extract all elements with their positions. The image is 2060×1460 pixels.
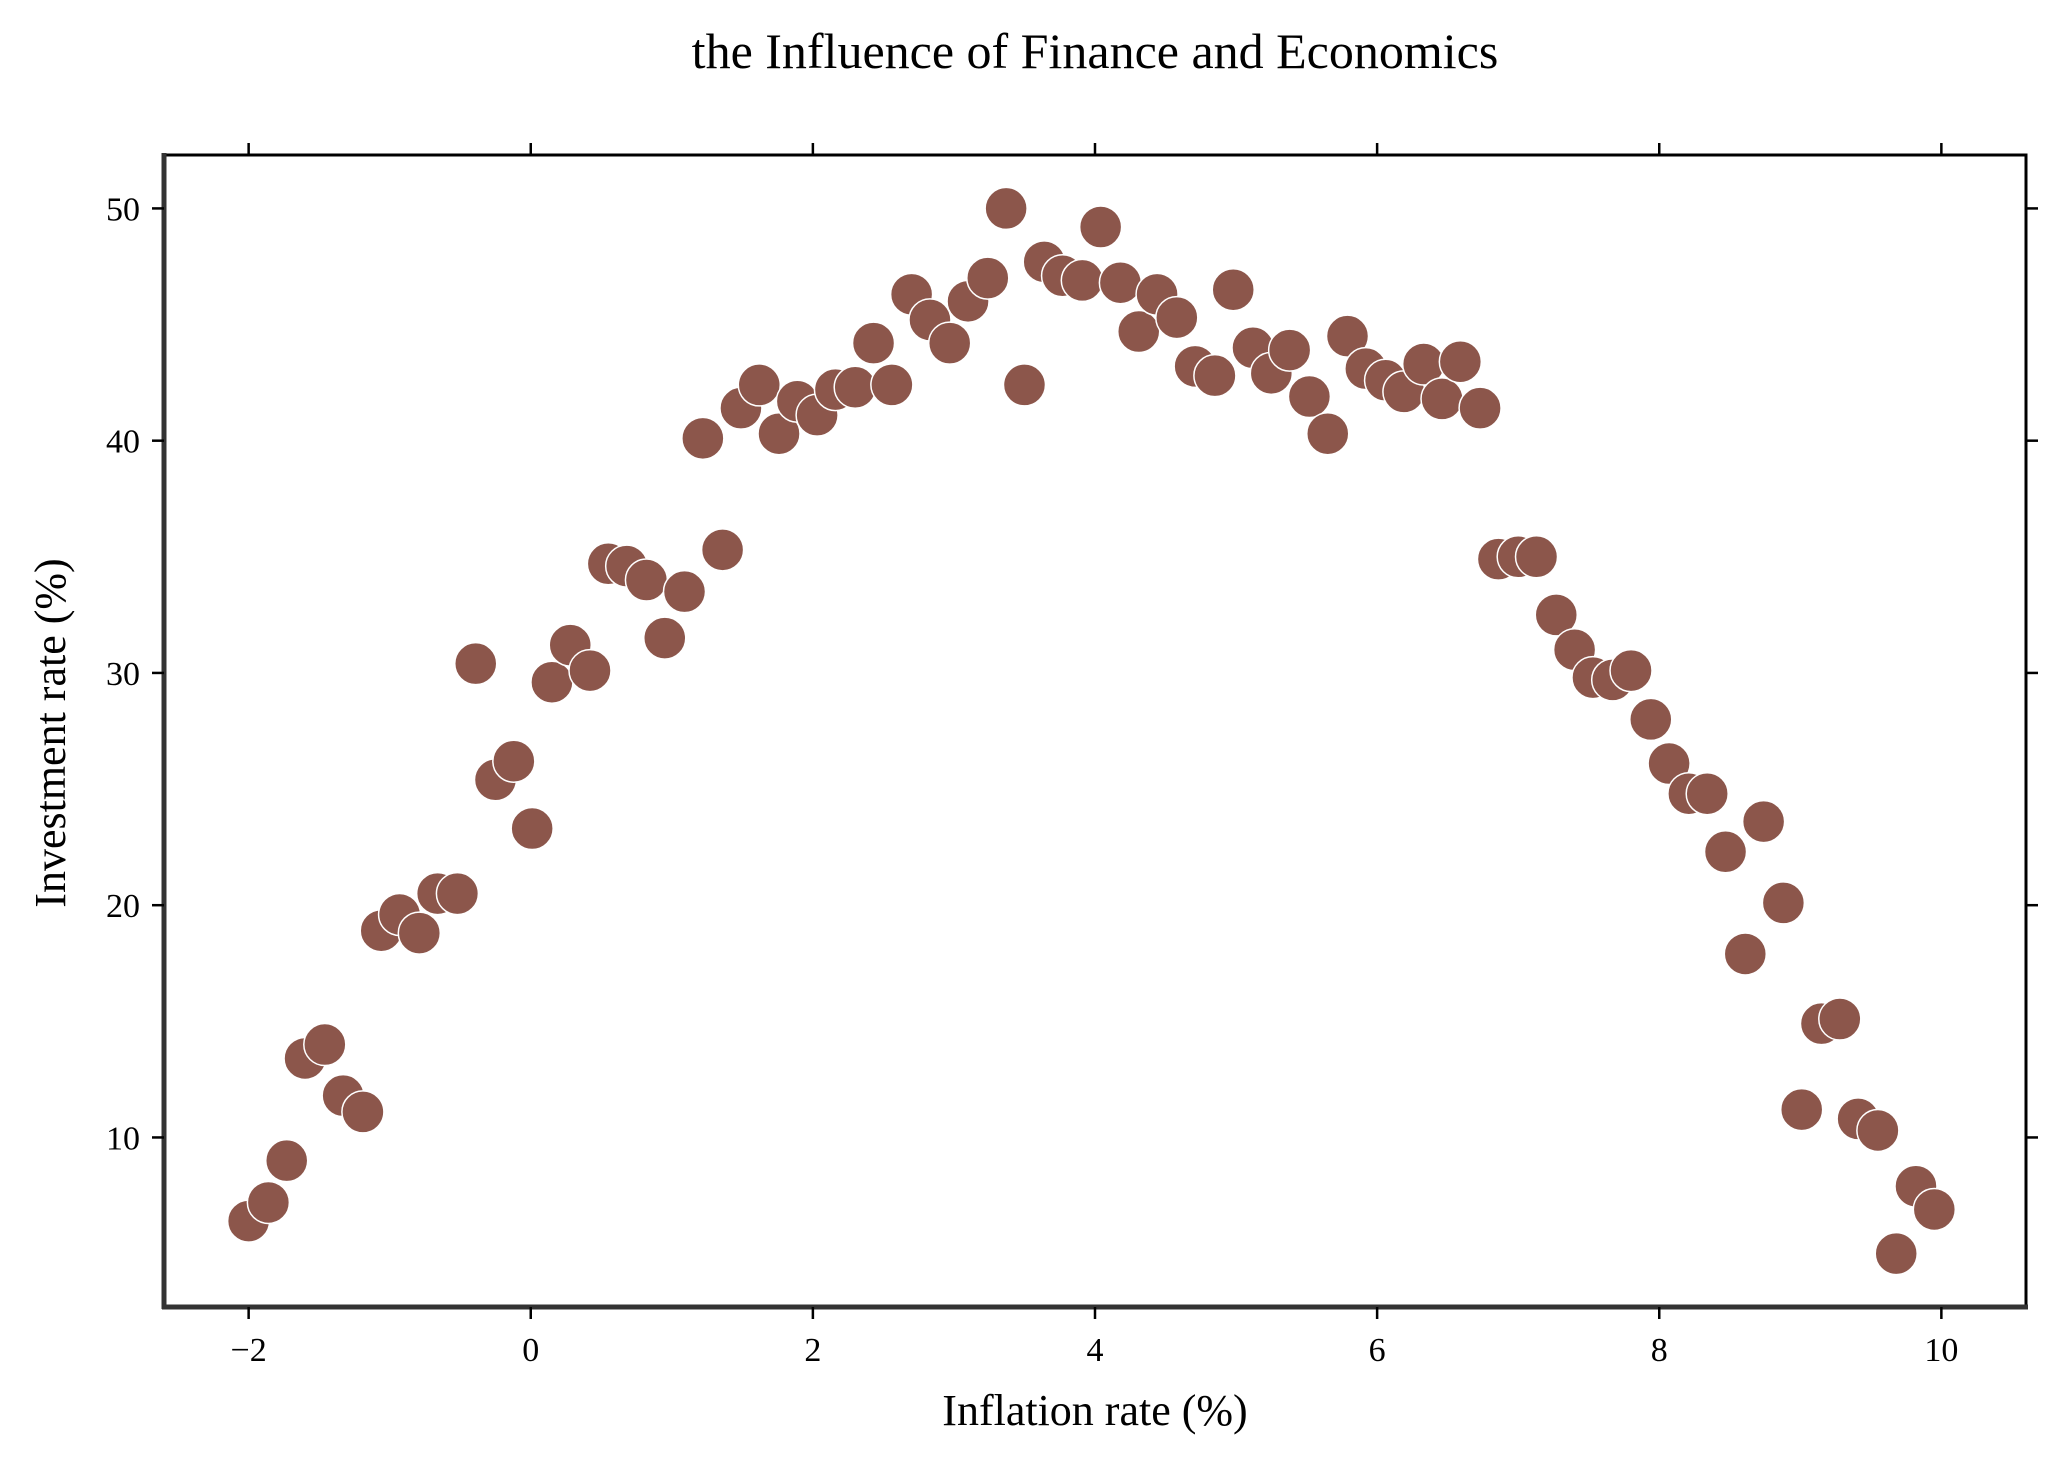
data-point — [1306, 411, 1350, 456]
data-point — [303, 1022, 347, 1067]
data-points — [226, 186, 1957, 1276]
y-tick-label: 20 — [106, 888, 140, 925]
x-axis: −2 0 2 4 6 8 10 — [231, 143, 1958, 1369]
data-point — [1856, 1108, 1900, 1153]
data-point — [1609, 648, 1653, 693]
data-point — [737, 363, 782, 407]
data-point — [662, 569, 707, 614]
data-point — [510, 806, 554, 851]
data-point — [492, 739, 536, 783]
data-point — [453, 641, 498, 686]
x-tick-label: −2 — [231, 1332, 267, 1369]
y-tick-label: 30 — [106, 656, 140, 693]
data-point — [568, 648, 612, 693]
data-point — [1874, 1231, 1918, 1276]
y-tick-label: 10 — [106, 1120, 140, 1157]
plot-area — [162, 153, 2028, 1309]
x-tick-label: 4 — [1087, 1332, 1104, 1369]
y-axis: 10 20 30 40 50 — [106, 191, 2038, 1157]
data-point — [624, 558, 669, 602]
data-point — [530, 660, 574, 704]
data-point — [1703, 830, 1748, 874]
data-point — [870, 363, 914, 407]
data-point — [397, 911, 442, 955]
data-point — [1116, 309, 1161, 354]
data-point — [435, 871, 480, 916]
data-point — [833, 365, 877, 410]
data-point — [700, 528, 745, 572]
data-point — [1685, 771, 1729, 816]
x-tick-label: 10 — [1924, 1332, 1958, 1369]
data-point — [1761, 881, 1806, 925]
data-point — [643, 616, 687, 660]
data-point — [1458, 386, 1502, 430]
x-tick-label: 2 — [804, 1332, 821, 1369]
x-tick-label: 0 — [522, 1332, 539, 1369]
y-axis-label: Investment rate (%) — [26, 558, 75, 907]
data-point — [1534, 593, 1579, 637]
data-point — [264, 1138, 309, 1183]
data-point — [1723, 932, 1768, 976]
data-point — [1060, 258, 1105, 303]
data-point — [1267, 328, 1312, 372]
y-tick-label: 50 — [106, 191, 140, 228]
data-point — [984, 186, 1028, 231]
x-tick-label: 6 — [1369, 1332, 1386, 1369]
data-point — [1098, 260, 1143, 305]
chart-title: the Influence of Finance and Economics — [692, 23, 1499, 79]
data-point — [1002, 363, 1047, 407]
data-point — [927, 321, 972, 365]
x-axis-label: Inflation rate (%) — [942, 1386, 1247, 1435]
data-point — [1211, 267, 1255, 312]
data-point — [851, 321, 896, 365]
data-point — [1193, 353, 1237, 398]
data-point — [1078, 205, 1123, 249]
data-point — [1287, 374, 1332, 419]
data-point — [1912, 1187, 1957, 1232]
y-tick-label: 40 — [106, 424, 140, 461]
data-point — [1155, 295, 1199, 340]
data-point — [1514, 535, 1559, 579]
data-point — [1779, 1087, 1824, 1132]
data-point — [1420, 377, 1464, 421]
data-point — [1647, 741, 1691, 786]
data-point — [681, 416, 725, 461]
data-point — [1818, 997, 1862, 1041]
data-point — [1741, 799, 1786, 844]
x-tick-label: 8 — [1651, 1332, 1668, 1369]
data-point — [341, 1090, 385, 1134]
data-point — [246, 1180, 291, 1225]
data-point — [1438, 339, 1483, 384]
data-point — [1629, 697, 1673, 742]
data-point — [966, 256, 1010, 300]
